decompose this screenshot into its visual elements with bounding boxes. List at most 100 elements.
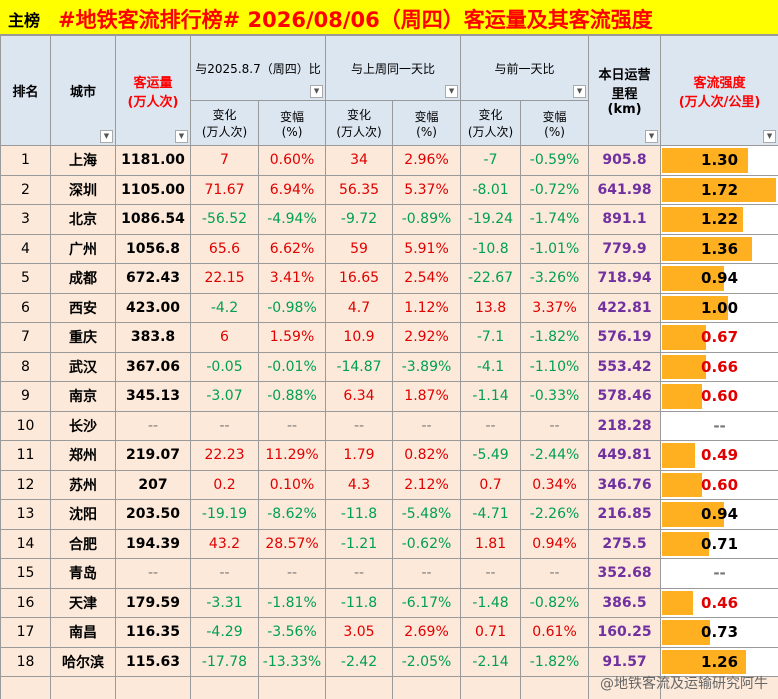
cell: 17 <box>0 617 51 648</box>
intensity-cell: 0.94 <box>660 499 778 530</box>
cell: 576.19 <box>588 322 662 353</box>
cell: 891.1 <box>588 204 662 235</box>
cell: 1.12% <box>392 292 462 323</box>
filter-button[interactable]: ▼ <box>310 85 324 98</box>
intensity-value: 0.66 <box>701 357 739 376</box>
title: #地铁客流排行榜# 2026/08/06（周四）客运量及其客流强度 <box>58 8 653 32</box>
cell: 10 <box>0 410 51 441</box>
header-cell[interactable]: 客运量 (万人次) ▼ <box>115 35 191 146</box>
cell: 16.65 <box>325 263 394 294</box>
intensity-value: 0.60 <box>701 475 739 494</box>
cell: -- <box>520 558 590 589</box>
cell: 216.85 <box>588 499 662 530</box>
cell: 91.57 <box>588 646 662 677</box>
cell: 6.94% <box>257 174 327 205</box>
cell: 905.8 <box>588 145 662 176</box>
cell: 成都 <box>50 263 116 294</box>
filter-button[interactable]: ▼ <box>175 130 188 143</box>
sub-header: 变幅 (%) <box>520 100 590 146</box>
cell: -2.05% <box>392 646 462 677</box>
cell: 苏州 <box>50 469 116 500</box>
table-row: 15 青岛 -- -- -- -- -- -- -- 352.68 -- <box>0 558 778 589</box>
cell: 重庆 <box>50 322 116 353</box>
cell: 4 <box>0 233 51 264</box>
cell: 广州 <box>50 233 116 264</box>
cell: 22.23 <box>190 440 259 471</box>
filter-button[interactable]: ▼ <box>645 130 659 143</box>
cell: 115.63 <box>115 646 191 677</box>
cell: 0.2 <box>190 469 259 500</box>
filter-button[interactable]: ▼ <box>763 130 777 143</box>
table-row: 13 沈阳 203.50 -19.19 -8.62% -11.8 -5.48% -4.71 -2… <box>0 499 778 530</box>
cell: 578.46 <box>588 381 662 412</box>
intensity-cell: 0.67 <box>660 322 778 353</box>
header-cell[interactable]: 本日运营 里程 (km) ▼ <box>588 35 662 146</box>
cell: -0.33% <box>520 381 590 412</box>
cell: 28.57% <box>257 528 327 559</box>
cell: -0.01% <box>257 351 327 382</box>
cell: -- <box>190 558 259 589</box>
intensity-cell: 0.73 <box>660 617 778 648</box>
cell <box>325 676 394 699</box>
cell: 0.7 <box>460 469 522 500</box>
cell: 12 <box>0 469 51 500</box>
cell: 116.35 <box>115 617 191 648</box>
cell: 3.05 <box>325 617 394 648</box>
cell: 青岛 <box>50 558 116 589</box>
cell: 1086.54 <box>115 204 191 235</box>
filter-button[interactable]: ▼ <box>445 85 459 98</box>
cell: -3.31 <box>190 587 259 618</box>
header-cell[interactable]: 城市 ▼ <box>50 35 116 146</box>
header-cell[interactable]: 客流强度 (万人次/公里) ▼ <box>660 35 778 146</box>
cell: 西安 <box>50 292 116 323</box>
intensity-value: 0.49 <box>701 446 739 465</box>
cell: -7 <box>460 145 522 176</box>
group-header[interactable]: 与前一天比 ▼ <box>460 35 590 101</box>
cell: -4.71 <box>460 499 522 530</box>
cell: 1.87% <box>392 381 462 412</box>
cell: 6.62% <box>257 233 327 264</box>
header-text: 客运量 (万人次) <box>127 75 179 110</box>
sub-header: 变化 (万人次) <box>460 100 522 146</box>
cell: 3.37% <box>520 292 590 323</box>
cell: -- <box>257 410 327 441</box>
cell: -2.14 <box>460 646 522 677</box>
intensity-cell: 0.60 <box>660 381 778 412</box>
cell: -1.81% <box>257 587 327 618</box>
filter-button[interactable]: ▼ <box>573 85 587 98</box>
cell: -0.59% <box>520 145 590 176</box>
table-row: 14 合肥 194.39 43.2 28.57% -1.21 -0.62% 1.81 0.94%… <box>0 528 778 559</box>
intensity-value: 0.94 <box>701 505 739 524</box>
cell: 深圳 <box>50 174 116 205</box>
cell: -11.8 <box>325 587 394 618</box>
cell: 1.81 <box>460 528 522 559</box>
watermark: @地铁客流及运输研究阿牛 <box>600 676 768 692</box>
cell: 1.79 <box>325 440 394 471</box>
table-row: 3 北京 1086.54 -56.52 -4.94% -9.72 -0.89% -19.24-… <box>0 204 778 235</box>
cell: 沈阳 <box>50 499 116 530</box>
cell: -- <box>460 410 522 441</box>
cell: 北京 <box>50 204 116 235</box>
cell: 56.35 <box>325 174 394 205</box>
data-bar <box>662 472 702 497</box>
filter-button[interactable]: ▼ <box>100 130 113 143</box>
cell: -- <box>392 558 462 589</box>
cell: -0.88% <box>257 381 327 412</box>
cell: -0.98% <box>257 292 327 323</box>
cell: 7 <box>0 322 51 353</box>
cell: 779.9 <box>588 233 662 264</box>
cell: -8.01 <box>460 174 522 205</box>
table-row: 4 广州 1056.8 65.6 6.62% 59 5.91% -10.8 -1.01% 779.… <box>0 233 778 264</box>
sub-header: 变幅 (%) <box>392 100 462 146</box>
cell <box>460 676 522 699</box>
group-header[interactable]: 与2025.8.7（周四）比 ▼ <box>189 35 327 101</box>
intensity-cell: 0.46 <box>660 587 778 618</box>
cell: -- <box>325 558 394 589</box>
cell: 1.59% <box>257 322 327 353</box>
cell: -- <box>325 410 394 441</box>
cell <box>50 676 116 699</box>
cell: 2.69% <box>392 617 462 648</box>
cell: 383.8 <box>115 322 191 353</box>
group-header[interactable]: 与上周同一天比 ▼ <box>325 35 462 101</box>
table-row: 6 西安 423.00 -4.2 -0.98% 4.7 1.12% 13.8 3.37% 422.… <box>0 292 778 323</box>
